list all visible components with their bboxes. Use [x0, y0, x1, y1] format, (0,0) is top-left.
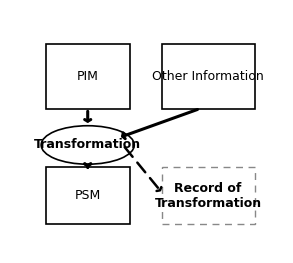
Text: Other Information: Other Information: [152, 70, 264, 83]
Bar: [46, 44, 130, 109]
Text: PIM: PIM: [77, 70, 99, 83]
Ellipse shape: [41, 126, 134, 164]
Text: Transformation: Transformation: [34, 138, 141, 151]
Bar: [161, 167, 255, 224]
Bar: [161, 44, 255, 109]
Text: Record of
Transformation: Record of Transformation: [154, 181, 262, 210]
Text: PSM: PSM: [75, 189, 101, 202]
Bar: [46, 167, 130, 224]
